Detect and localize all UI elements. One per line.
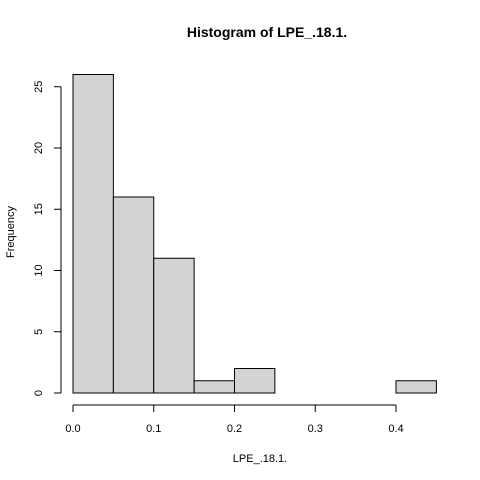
y-tick-label: 20 xyxy=(33,142,45,154)
y-tick-label: 25 xyxy=(33,81,45,93)
y-tick-label: 0 xyxy=(33,390,45,396)
y-tick-label: 5 xyxy=(33,329,45,335)
y-axis-label: Frequency xyxy=(5,206,17,258)
histogram-bar-8 xyxy=(395,380,437,394)
chart-title: Histogram of LPE_.18.1. xyxy=(187,24,347,40)
x-tick-label: 0.2 xyxy=(227,423,242,435)
histogram-bar-4 xyxy=(234,368,276,394)
histogram-bar-1 xyxy=(112,196,155,394)
x-tick-label: 0.4 xyxy=(388,423,403,435)
histogram-bar-3 xyxy=(193,380,235,394)
x-tick-label: 0.3 xyxy=(308,423,323,435)
y-tick-label: 15 xyxy=(33,203,45,215)
x-tick-label: 0.1 xyxy=(146,423,161,435)
y-tick-label: 10 xyxy=(33,264,45,276)
x-axis-label: LPE_.18.1. xyxy=(233,453,287,465)
y-axis: 0 5 10 15 20 25 xyxy=(33,81,62,396)
bars-group xyxy=(72,74,437,394)
histogram-bar-0 xyxy=(72,74,114,394)
histogram-bar-2 xyxy=(153,257,195,394)
x-axis: 0.0 0.1 0.2 0.3 0.4 xyxy=(65,404,404,435)
x-tick-label: 0.0 xyxy=(65,423,80,435)
